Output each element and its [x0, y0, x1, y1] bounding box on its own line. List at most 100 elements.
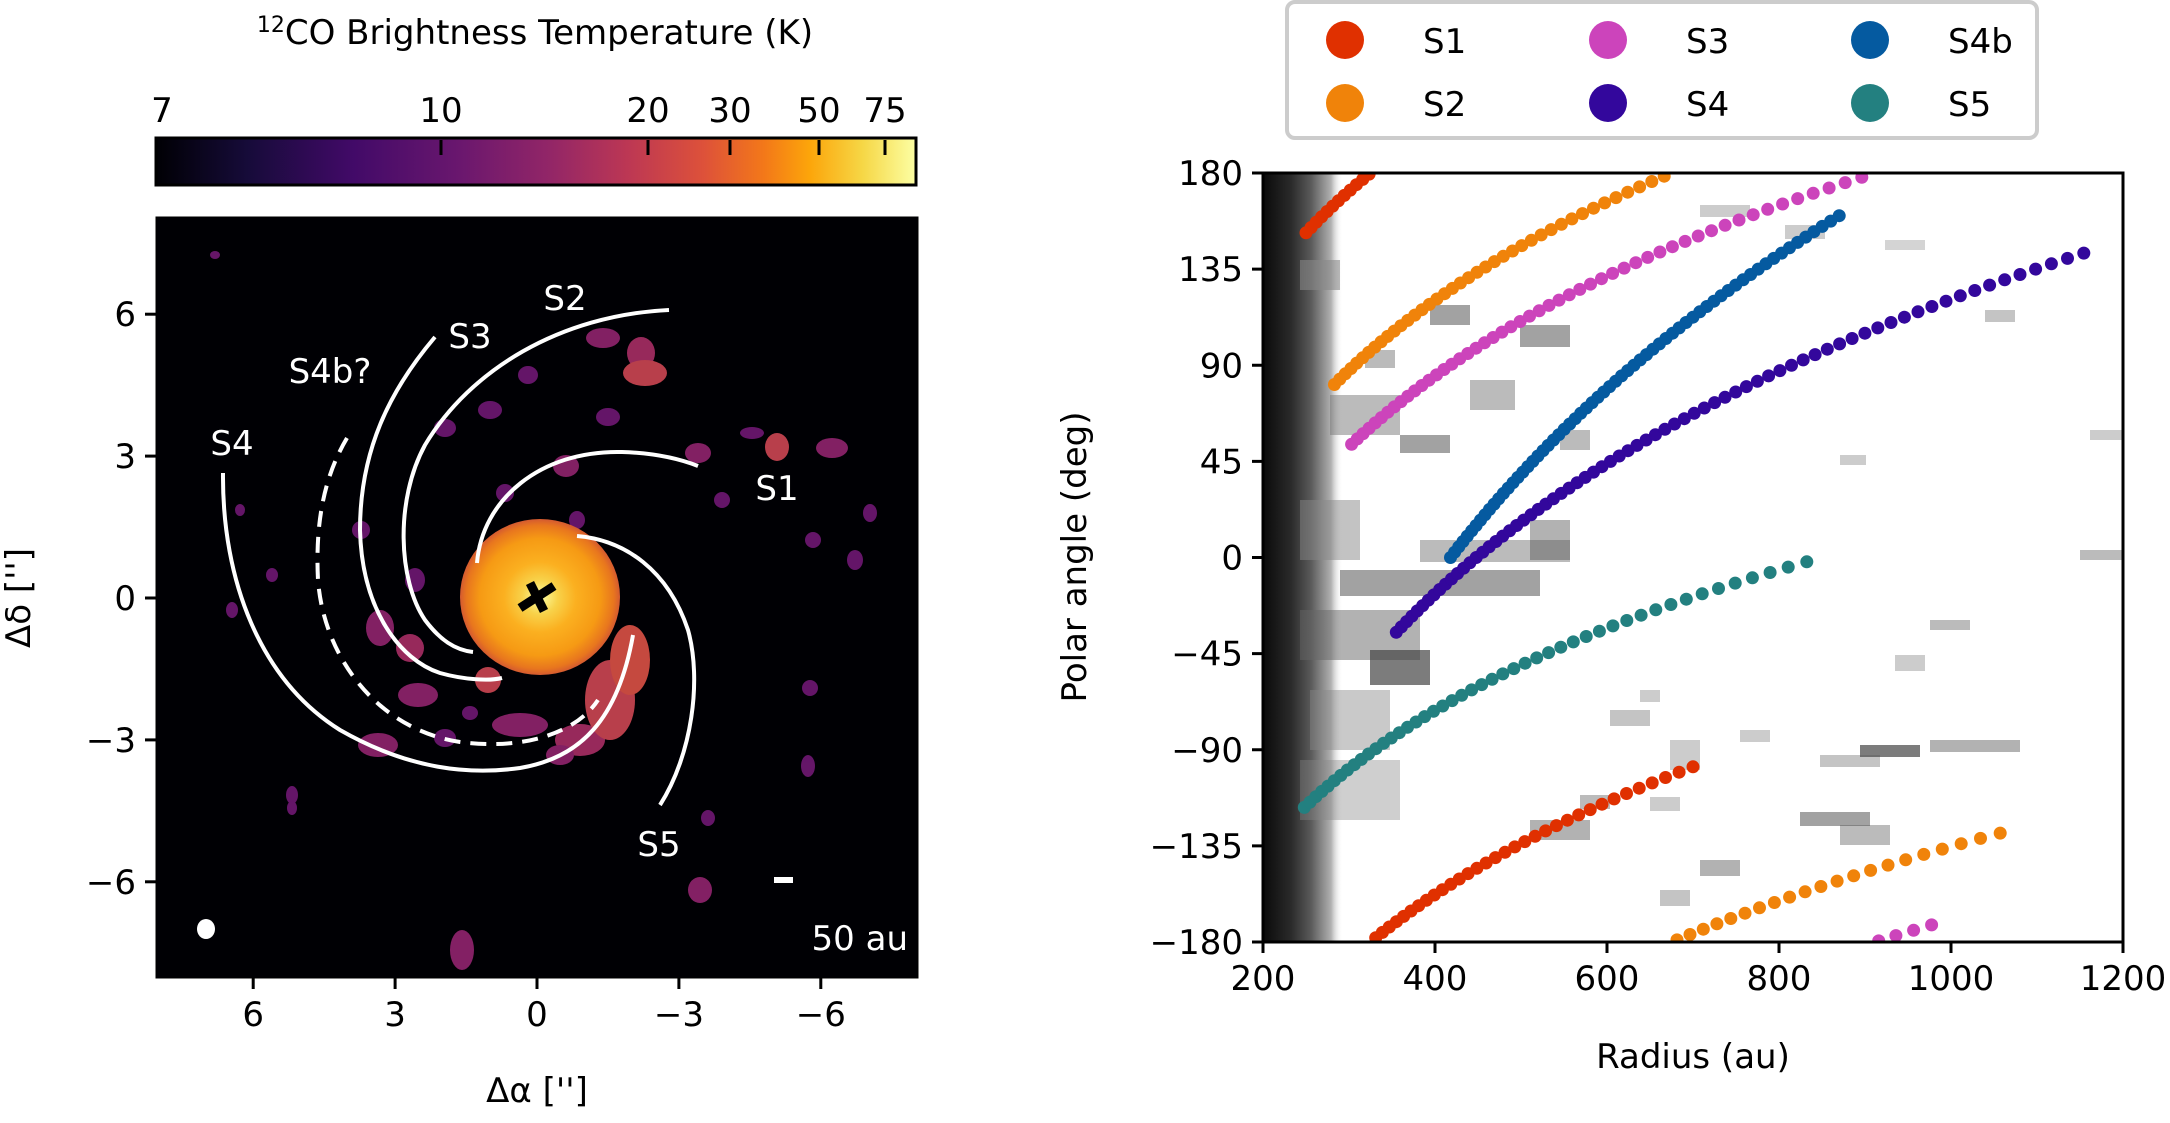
series-s5	[1297, 555, 1814, 814]
data-point	[1598, 196, 1612, 210]
colorbar-tick-label: 75	[863, 91, 906, 131]
legend-items: S1 S2 S3 S4 S4b S5	[1326, 21, 2013, 125]
background-map	[1263, 173, 2123, 942]
data-point	[1822, 181, 1836, 195]
data-point	[1649, 603, 1663, 617]
data-point	[1998, 273, 2012, 287]
data-point	[1864, 863, 1878, 877]
emission-clumps	[210, 251, 877, 970]
data-point	[1783, 890, 1797, 904]
data-point	[1566, 635, 1580, 649]
data-point	[1745, 571, 1759, 585]
data-point	[1686, 760, 1700, 774]
legend-marker-icon	[1326, 21, 1364, 59]
spiral-trace-s5	[576, 534, 697, 807]
data-point	[1665, 240, 1679, 254]
data-point	[1858, 326, 1872, 340]
legend-item-s5: S5	[1851, 84, 1991, 125]
data-point	[1832, 209, 1846, 223]
left-xtick-label: 3	[384, 995, 406, 1035]
data-point	[1761, 202, 1775, 216]
series-s1	[1299, 173, 1700, 942]
center-cross-icon	[517, 580, 557, 614]
data-point	[1648, 428, 1662, 442]
data-point	[1672, 765, 1686, 779]
colorbar-tick-label: 20	[626, 91, 669, 131]
data-point	[1576, 207, 1589, 221]
data-point	[1889, 929, 1903, 942]
data-point	[1925, 300, 1939, 313]
data-point	[1712, 582, 1725, 595]
data-point	[1641, 250, 1655, 264]
left-ytick-label: 6	[114, 295, 136, 335]
data-point	[1750, 374, 1764, 388]
data-point	[1718, 218, 1732, 232]
legend-item-s1: S1	[1326, 21, 1466, 62]
data-point	[1528, 829, 1542, 843]
data-point	[1668, 417, 1681, 431]
data-point	[2044, 257, 2058, 271]
colorbar: 12CO Brightness Temperature (K) 7 10 20 30 5…	[151, 13, 918, 187]
data-point	[2029, 262, 2043, 276]
legend-label: S4b	[1948, 22, 2013, 62]
data-point	[1847, 869, 1861, 883]
data-point	[1762, 369, 1776, 383]
label-s5: S5	[637, 825, 680, 865]
right-xtick-label: 200	[1231, 959, 1296, 999]
legend-label: S4	[1686, 85, 1729, 125]
data-point	[1695, 587, 1709, 601]
data-point	[1718, 390, 1732, 404]
right-ytick-label: 180	[1178, 154, 1243, 194]
data-point	[1697, 401, 1711, 415]
beam-icon	[197, 919, 215, 939]
legend-marker-icon	[1589, 84, 1627, 122]
legend-label: S3	[1686, 22, 1729, 62]
data-point	[1808, 348, 1822, 362]
data-point	[1592, 624, 1606, 638]
data-point	[1539, 824, 1553, 838]
data-point	[1507, 662, 1521, 676]
data-point	[1579, 630, 1593, 643]
right-xtick-label: 600	[1575, 959, 1640, 999]
data-point	[1687, 406, 1701, 420]
data-point	[1617, 261, 1631, 275]
data-point	[1678, 234, 1692, 248]
data-point	[1445, 694, 1459, 708]
data-point	[1498, 845, 1512, 859]
legend-item-s4: S4	[1589, 84, 1729, 125]
data-point	[1554, 217, 1568, 231]
data-point	[1683, 928, 1697, 941]
data-point	[1562, 288, 1576, 302]
data-point	[1634, 608, 1648, 622]
data-point	[1518, 656, 1532, 670]
label-s4: S4	[210, 424, 253, 464]
right-ytick-label: 90	[1200, 346, 1243, 386]
data-point	[1436, 699, 1450, 713]
data-point	[2077, 246, 2091, 260]
data-point	[2061, 251, 2074, 265]
data-point	[1524, 233, 1538, 247]
data-point	[1645, 175, 1659, 188]
legend-box	[1285, 0, 2039, 140]
legend-item-s3: S3	[1589, 21, 1729, 62]
series-s4b	[1444, 209, 1846, 564]
spiral-trace-s4b	[315, 436, 600, 747]
colorbar-tick-label: 7	[151, 91, 173, 131]
spiral-trace-s3	[357, 335, 503, 682]
left-ytick-label: 0	[114, 579, 136, 619]
data-point	[1724, 912, 1738, 925]
data-point	[1560, 813, 1574, 827]
data-point	[1587, 201, 1600, 215]
data-point	[1572, 808, 1586, 822]
plot-area	[1263, 173, 2123, 942]
data-point	[1791, 192, 1805, 206]
data-point	[1974, 831, 1987, 845]
data-point	[1645, 776, 1659, 790]
data-point	[1496, 667, 1510, 681]
data-point	[1657, 173, 1671, 183]
data-point	[1881, 858, 1895, 872]
right-ylabel: Polar angle (deg)	[1055, 412, 1095, 703]
data-point	[1776, 197, 1790, 211]
data-point	[1814, 880, 1828, 893]
data-point	[1796, 353, 1810, 367]
